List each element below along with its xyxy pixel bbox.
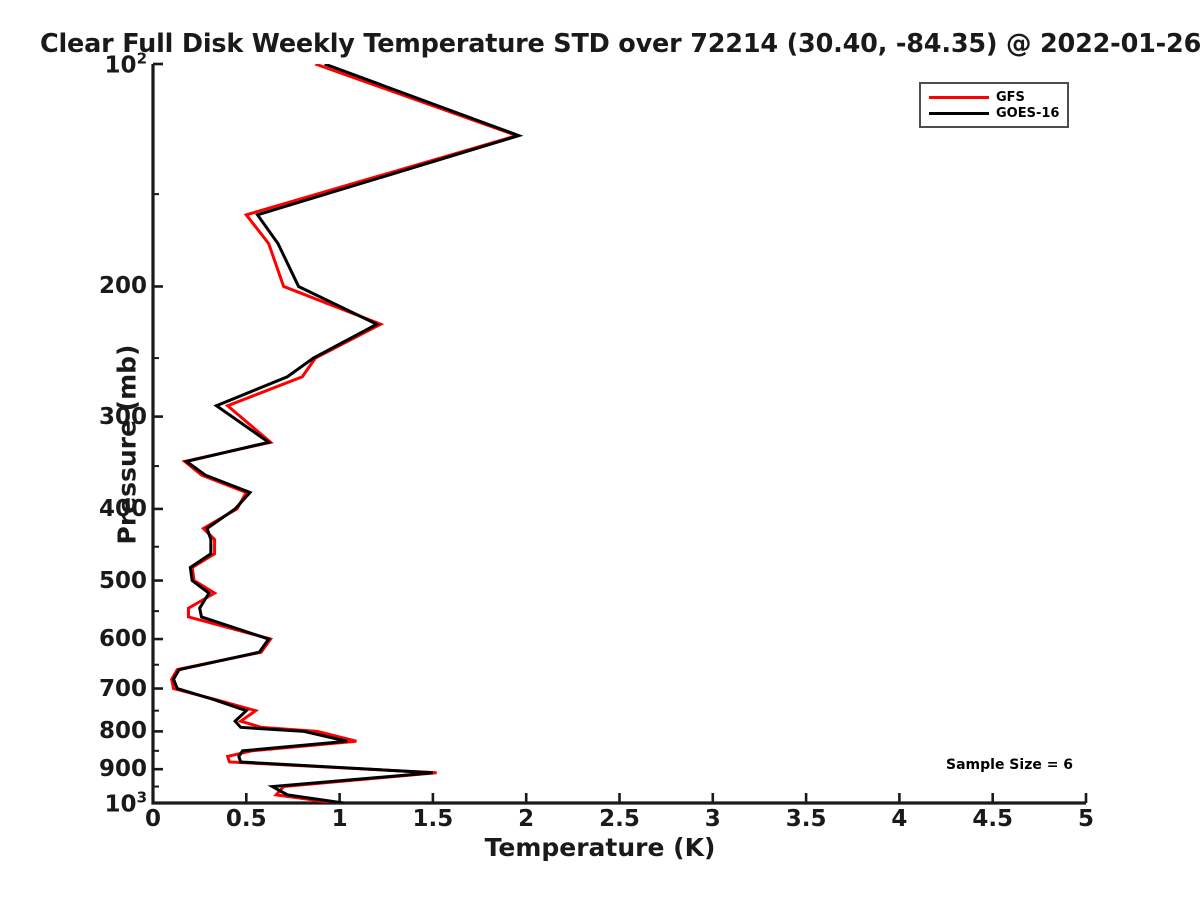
- y-tick-label: 102: [104, 49, 147, 79]
- x-tick-label: 2.5: [599, 806, 640, 832]
- x-tick-label: 0: [144, 806, 162, 832]
- y-tick-label: 300: [98, 403, 147, 430]
- y-tick-label: 700: [98, 675, 147, 702]
- y-tick-label: 200: [98, 273, 147, 300]
- y-axis-label: Pressure (mb): [112, 344, 142, 545]
- chart-title: Clear Full Disk Weekly Temperature STD o…: [40, 29, 1200, 59]
- legend-swatch-goes16: [929, 111, 989, 115]
- tick-marks: [151, 62, 1088, 805]
- x-tick-label: 5: [1077, 806, 1095, 832]
- axes-spines: [151, 64, 1086, 805]
- x-tick-label: 0.5: [225, 806, 267, 832]
- y-tick-label: 900: [98, 756, 147, 783]
- legend-label-gfs: GFS: [996, 89, 1025, 105]
- legend-item-gfs: GFS: [929, 89, 1059, 105]
- legend-swatch-gfs: [929, 95, 989, 99]
- y-tick-label: 400: [98, 495, 147, 522]
- y-tick-label: 600: [98, 626, 147, 653]
- x-tick-label: 2: [518, 806, 535, 832]
- y-tick-label: 103: [104, 788, 147, 818]
- legend-label-goes16: GOES-16: [996, 105, 1060, 121]
- x-tick-label: 4.5: [972, 806, 1014, 832]
- sample-size-annotation: Sample Size = 6: [946, 757, 1074, 773]
- legend-item-goes16: GOES-16: [929, 105, 1059, 121]
- x-tick-label: 1: [331, 806, 348, 832]
- x-tick-label: 4: [891, 806, 908, 832]
- x-axis-label: Temperature (K): [484, 833, 716, 862]
- x-tick-label: 3: [704, 806, 721, 832]
- data-series-group: [170, 64, 524, 803]
- chart-legend: GFS GOES-16: [919, 82, 1070, 128]
- x-tick-label: 3.5: [785, 806, 827, 832]
- x-tick-label: 1.5: [412, 806, 454, 832]
- y-tick-label: 500: [98, 567, 147, 594]
- y-tick-label: 800: [98, 718, 147, 745]
